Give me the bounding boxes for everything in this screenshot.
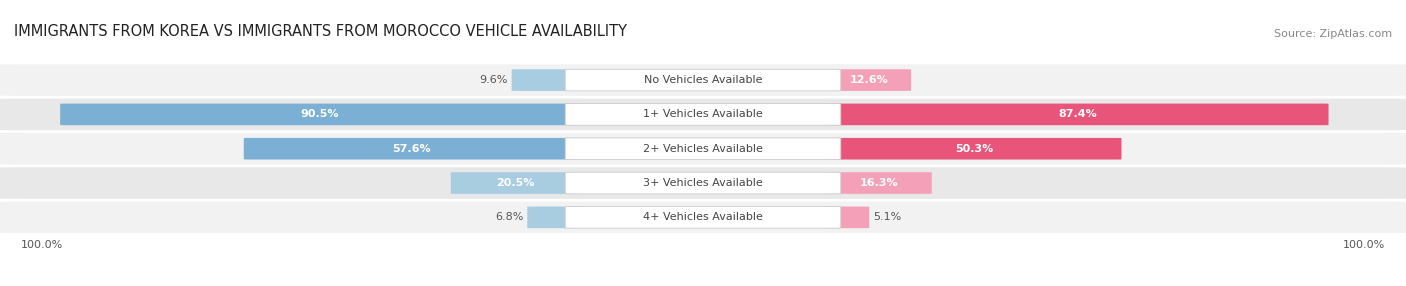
Text: 4+ Vehicles Available: 4+ Vehicles Available (643, 212, 763, 222)
FancyBboxPatch shape (565, 138, 841, 160)
FancyBboxPatch shape (827, 206, 869, 228)
Text: 20.5%: 20.5% (496, 178, 534, 188)
Text: 1+ Vehicles Available: 1+ Vehicles Available (643, 110, 763, 119)
Text: 100.0%: 100.0% (1343, 240, 1385, 250)
Text: IMMIGRANTS FROM KOREA VS IMMIGRANTS FROM MOROCCO VEHICLE AVAILABILITY: IMMIGRANTS FROM KOREA VS IMMIGRANTS FROM… (14, 24, 627, 39)
FancyBboxPatch shape (243, 138, 579, 160)
FancyBboxPatch shape (527, 206, 579, 228)
FancyBboxPatch shape (0, 167, 1406, 199)
Text: 90.5%: 90.5% (301, 110, 339, 119)
Text: 2+ Vehicles Available: 2+ Vehicles Available (643, 144, 763, 154)
FancyBboxPatch shape (0, 99, 1406, 130)
FancyBboxPatch shape (60, 104, 579, 125)
Text: 6.8%: 6.8% (495, 212, 523, 222)
Text: No Vehicles Available: No Vehicles Available (644, 75, 762, 85)
FancyBboxPatch shape (565, 104, 841, 125)
FancyBboxPatch shape (565, 206, 841, 228)
FancyBboxPatch shape (565, 69, 841, 91)
Text: 12.6%: 12.6% (849, 75, 889, 85)
FancyBboxPatch shape (827, 69, 911, 91)
FancyBboxPatch shape (827, 172, 932, 194)
FancyBboxPatch shape (512, 69, 579, 91)
FancyBboxPatch shape (0, 64, 1406, 96)
FancyBboxPatch shape (565, 172, 841, 194)
FancyBboxPatch shape (451, 172, 579, 194)
Text: 3+ Vehicles Available: 3+ Vehicles Available (643, 178, 763, 188)
Text: 87.4%: 87.4% (1059, 110, 1097, 119)
Text: 5.1%: 5.1% (873, 212, 901, 222)
Text: 16.3%: 16.3% (860, 178, 898, 188)
FancyBboxPatch shape (827, 104, 1329, 125)
FancyBboxPatch shape (827, 138, 1122, 160)
Text: 100.0%: 100.0% (21, 240, 63, 250)
Text: 57.6%: 57.6% (392, 144, 430, 154)
FancyBboxPatch shape (0, 202, 1406, 233)
Text: 9.6%: 9.6% (479, 75, 508, 85)
FancyBboxPatch shape (0, 133, 1406, 164)
Text: Source: ZipAtlas.com: Source: ZipAtlas.com (1274, 29, 1392, 39)
Text: 50.3%: 50.3% (955, 144, 994, 154)
